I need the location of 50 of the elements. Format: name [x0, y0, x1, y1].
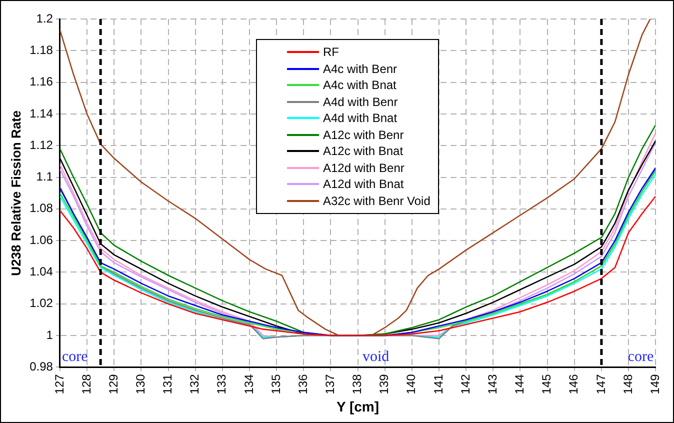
y-tick-label: 1.2 [36, 11, 54, 26]
y-tick-label: 1.04 [30, 264, 54, 279]
x-tick-label: 135 [268, 374, 283, 394]
annotation: void [362, 349, 390, 366]
annotation: core [62, 349, 88, 366]
x-tick-label: 138 [350, 374, 364, 394]
legend-label: RF [323, 45, 339, 60]
x-tick-label: 129 [106, 374, 120, 394]
legend-label: A4c with Benr [323, 62, 398, 76]
x-tick-label: 148 [620, 374, 635, 394]
x-tick-label: 136 [296, 374, 310, 394]
y-tick-label: 1 [46, 328, 54, 342]
x-tick-label: 139 [377, 374, 392, 394]
x-tick-label: 142 [458, 374, 472, 394]
x-tick-label: 140 [404, 374, 418, 394]
x-tick-label: 141 [431, 374, 446, 394]
y-tick-label: 1.14 [30, 106, 54, 120]
x-tick-label: 149 [648, 374, 662, 394]
y-tick-label: 1.1 [36, 170, 54, 184]
y-tick-label: 1.12 [30, 138, 54, 152]
x-tick-label: 128 [79, 374, 94, 394]
x-tick-label: 145 [540, 374, 554, 394]
x-tick-label: 143 [485, 374, 500, 394]
x-tick-label: 144 [512, 374, 527, 394]
y-tick-label: 1.18 [30, 42, 54, 57]
x-axis-title: Y [cm] [336, 398, 380, 414]
y-tick-label: 1.08 [30, 201, 54, 216]
legend-label: A4d with Bnat [323, 111, 398, 126]
legend-label: A32c with Benr Void [323, 194, 430, 208]
x-tick-label: 146 [566, 374, 581, 394]
y-tick-label: 1.06 [30, 232, 54, 247]
legend-label: A4c with Bnat [323, 78, 396, 92]
x-tick-label: 147 [594, 374, 608, 394]
x-tick-label: 132 [188, 374, 202, 394]
x-tick-label: 130 [133, 374, 148, 394]
x-tick-label: 134 [242, 374, 256, 394]
legend-label: A12d with Bnat [323, 177, 404, 192]
x-tick-label: 127 [52, 374, 66, 394]
x-tick-label: 133 [214, 374, 229, 394]
legend-label: A12c with Bnat [323, 144, 404, 158]
y-tick-label: 1.16 [30, 74, 54, 89]
y-tick-label: 0.98 [30, 359, 54, 374]
x-tick-label: 137 [323, 374, 338, 394]
legend-label: A12c with Benr [323, 128, 404, 142]
legend-label: A4d with Benr [323, 94, 398, 109]
y-axis-title: U238 Relative Fission Rate [8, 110, 24, 276]
y-tick-label: 1.02 [30, 296, 54, 310]
legend-label: A12d with Benr [323, 160, 404, 175]
x-tick-label: 131 [160, 374, 175, 394]
annotation: core [628, 349, 654, 366]
